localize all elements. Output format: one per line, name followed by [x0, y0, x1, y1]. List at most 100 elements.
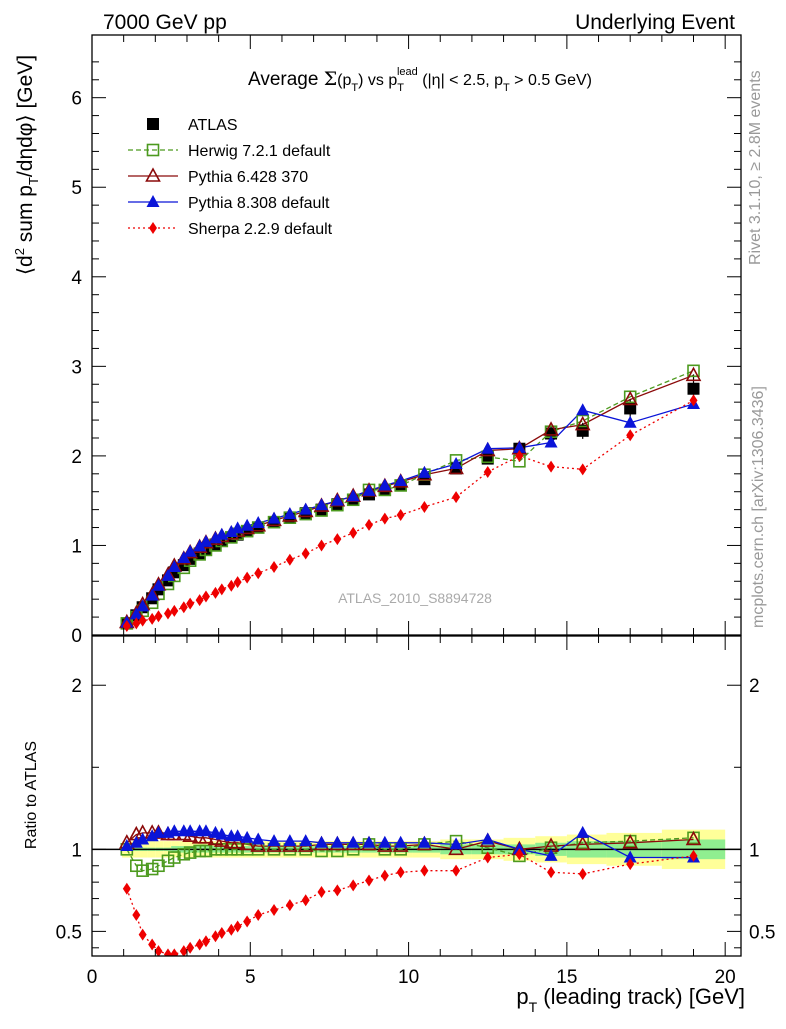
series-point-main: [251, 516, 265, 529]
series-point-main: [623, 415, 637, 428]
series-point-ratio: [301, 894, 310, 907]
series-point-ratio: [231, 829, 245, 842]
y-tick-label-main: 2: [71, 447, 82, 468]
series-point-main: [129, 607, 143, 620]
header-left: 7000 GeV pp: [103, 11, 227, 34]
series-point-ratio: [396, 866, 405, 879]
x-tick-label: 5: [245, 967, 256, 988]
series-line-main: [126, 399, 694, 627]
series-point-ratio: [199, 844, 213, 858]
series-point-main: [211, 586, 220, 599]
legend-label: Pythia 8.308 default: [188, 195, 330, 212]
series-point-ratio: [685, 830, 702, 846]
series-point-ratio: [449, 837, 463, 850]
series-point-main: [179, 601, 188, 614]
series-point-main: [512, 440, 526, 453]
series-point-ratio: [183, 846, 197, 859]
x-tick-label: 10: [398, 967, 419, 988]
y-tick-label-main: 0: [71, 626, 82, 647]
series-point-main: [483, 466, 492, 479]
series-point-main: [578, 463, 587, 476]
legend-marker: [149, 222, 157, 234]
series-point-main: [161, 568, 175, 581]
rivet-label: Rivet 3.1.10, ≥ 2.8M events: [747, 70, 764, 265]
series-point-main: [417, 465, 431, 478]
series-point-ratio: [483, 851, 492, 864]
x-tick-label: 15: [556, 967, 577, 988]
series-point-main: [138, 614, 147, 627]
series-point-main: [151, 578, 165, 591]
series-point-main: [689, 394, 698, 407]
series-point-ratio: [689, 849, 698, 862]
series-point-main: [626, 429, 635, 442]
series-point-main: [154, 610, 163, 623]
series-point-main: [547, 460, 556, 473]
series-point-ratio: [138, 928, 147, 941]
series-point-ratio: [120, 839, 134, 852]
series-line-main: [126, 370, 694, 624]
series-point-ratio: [452, 864, 461, 877]
series-point-ratio: [315, 835, 329, 848]
series-point-ratio: [198, 829, 214, 844]
y-tick-label-main: 4: [71, 268, 82, 289]
series-point-ratio: [167, 824, 181, 837]
series-line-ratio: [126, 853, 694, 956]
ratio-frame: [91, 635, 742, 957]
legend-label: Sherpa 2.2.9 default: [188, 221, 333, 238]
series-point-ratio: [547, 866, 556, 879]
series-point-main: [195, 594, 204, 607]
series-point-main: [145, 588, 159, 601]
series-line-ratio: [126, 837, 694, 872]
series-point-main: [449, 456, 463, 469]
axis-ticks: 0 5 10 15 20 0 1 2 3 4 5 6 0.5 0.5 1 1 2 2: [56, 35, 775, 988]
series-point-ratio: [145, 829, 159, 842]
series-point-ratio: [145, 862, 159, 876]
series-point-main: [254, 567, 263, 580]
series-point-ratio: [346, 835, 360, 848]
y-tick-label-ratio-right: 1: [749, 840, 760, 861]
series-point-main: [167, 559, 181, 572]
series-point-main: [349, 526, 358, 539]
series-point-main: [183, 544, 197, 557]
series-point-main: [394, 473, 408, 486]
series-point-ratio: [215, 827, 229, 840]
series-point-main: [481, 441, 495, 454]
series-point-main: [574, 415, 591, 431]
series-point-ratio: [239, 835, 255, 851]
series-point-main: [201, 590, 210, 603]
y-tick-label-main: 6: [71, 89, 82, 110]
series-point-main: [267, 511, 281, 524]
header-right: Underlying Event: [575, 11, 735, 34]
atlas-point: [624, 402, 637, 415]
series-point-ratio: [380, 869, 389, 882]
series-point-main: [148, 612, 157, 625]
legend: ATLAS Herwig 7.2.1 default Pythia 6.428 37…: [128, 117, 333, 238]
series-point-main: [270, 560, 279, 573]
series-point-ratio: [394, 835, 408, 848]
watermark: ATLAS_2010_S8894728: [338, 590, 492, 606]
series-point-main: [240, 518, 254, 531]
series-line-main: [126, 374, 694, 623]
main-frame: [91, 34, 742, 636]
series-point-main: [199, 534, 213, 547]
series-point-main: [299, 502, 313, 515]
series-point-main: [224, 525, 238, 538]
series-point-ratio: [299, 834, 313, 847]
x-tick-label: 20: [715, 967, 736, 988]
series-point-main: [365, 518, 374, 531]
series-point-main: [576, 414, 590, 428]
ratio-markers: [118, 824, 702, 956]
series-point-ratio: [515, 848, 524, 861]
series-point-ratio: [132, 908, 141, 921]
legend-marker: [147, 118, 159, 130]
series-point-ratio: [195, 938, 204, 951]
series-point-main: [544, 435, 558, 448]
y-tick-label-main: 1: [71, 536, 82, 557]
legend-label: ATLAS: [188, 117, 238, 134]
series-point-ratio: [122, 882, 131, 895]
atlas-point: [576, 424, 589, 437]
y-axis-label-ratio: Ratio to ATLAS: [23, 741, 40, 849]
labels: 7000 GeV pp Underlying Event Average Σ(p…: [12, 11, 767, 1015]
series-point-ratio: [251, 832, 265, 845]
series-point-main: [687, 364, 700, 378]
